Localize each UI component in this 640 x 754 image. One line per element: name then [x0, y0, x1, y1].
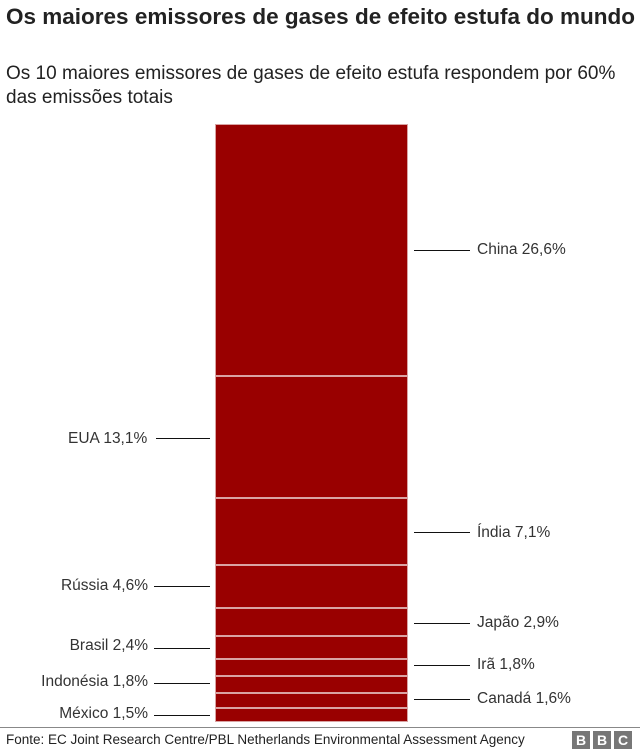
label-india: Índia 7,1%	[477, 524, 551, 541]
leader-line-eua	[156, 438, 210, 439]
label-canada: Canadá 1,6%	[477, 690, 571, 707]
source-note: Fonte: EC Joint Research Centre/PBL Neth…	[6, 732, 525, 747]
label-russia: Rússia 4,6%	[60, 577, 148, 594]
chart-subtitle: Os 10 maiores emissores de gases de efei…	[6, 63, 616, 108]
label-japao: Japão 2,9%	[477, 614, 559, 631]
segment-japao	[215, 608, 408, 636]
segment-mexico	[215, 708, 408, 722]
segment-russia	[215, 565, 408, 608]
label-ira: Irã 1,8%	[477, 656, 535, 673]
leader-line-indonesia	[154, 683, 210, 684]
logo-letter-b2: B	[593, 731, 611, 749]
leader-line-canada	[414, 699, 470, 700]
segment-canada	[215, 693, 408, 708]
segment-brasil	[215, 636, 408, 659]
label-indonesia: Indonésia 1,8%	[41, 673, 148, 690]
segment-india	[215, 498, 408, 565]
segment-ira	[215, 659, 408, 676]
chart-title: Os maiores emissores de gases de efeito …	[6, 4, 635, 29]
leader-line-japao	[414, 623, 470, 624]
stacked-bar	[215, 124, 408, 722]
footer-divider	[0, 727, 640, 728]
segment-china	[215, 124, 408, 376]
label-brasil: Brasil 2,4%	[69, 637, 148, 654]
label-mexico: México 1,5%	[59, 705, 148, 722]
logo-letter-b1: B	[572, 731, 590, 749]
segment-eua	[215, 376, 408, 498]
segment-indonesia	[215, 676, 408, 693]
leader-line-russia	[154, 586, 210, 587]
leader-line-china	[414, 250, 470, 251]
label-china: China 26,6%	[477, 241, 566, 258]
logo-letter-c: C	[614, 731, 632, 749]
leader-line-india	[414, 532, 470, 533]
leader-line-ira	[414, 665, 470, 666]
label-eua: EUA 13,1%	[68, 430, 148, 447]
leader-line-brasil	[154, 648, 210, 649]
leader-line-mexico	[154, 715, 210, 716]
bbc-logo: B B C	[572, 731, 632, 749]
